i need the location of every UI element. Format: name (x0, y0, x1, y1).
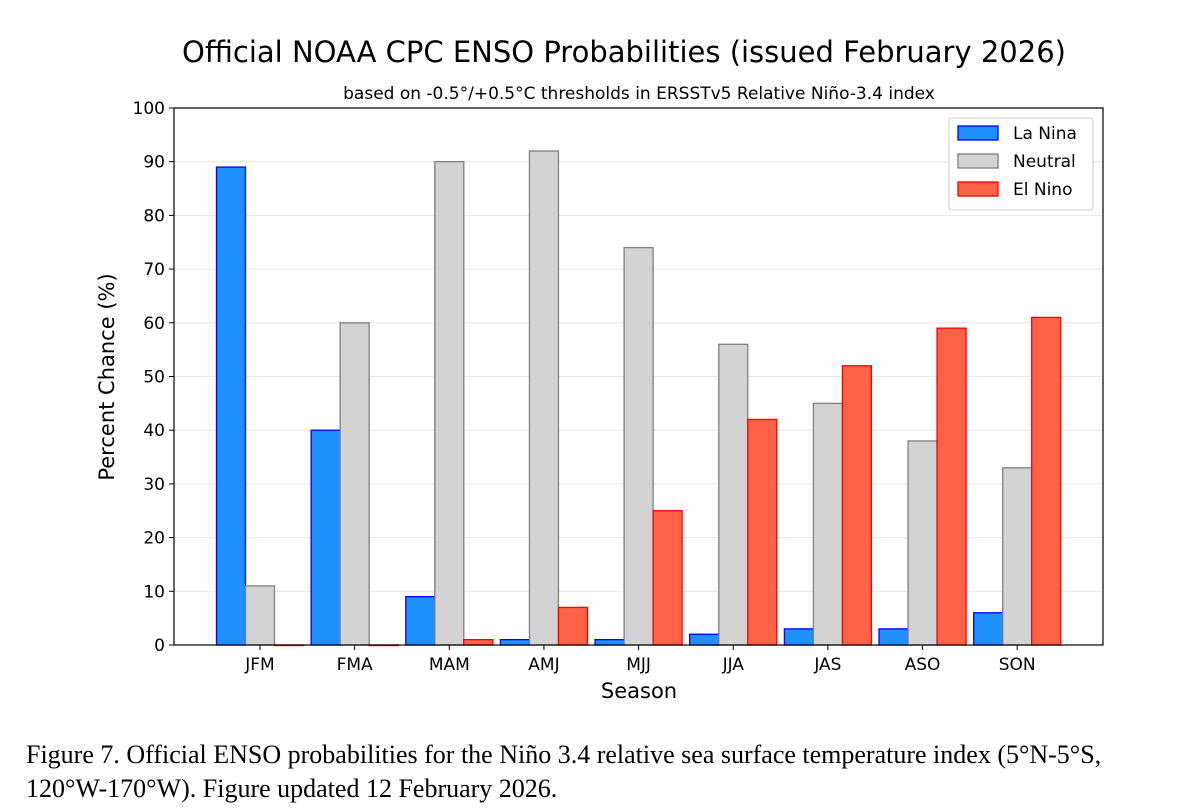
y-tick-label: 30 (143, 475, 165, 495)
y-axis-label: Percent Chance (%) (95, 273, 119, 480)
legend-swatch (957, 153, 999, 169)
y-tick-label: 50 (143, 368, 165, 388)
x-tick-label: SON (999, 655, 1036, 675)
legend-swatch (957, 181, 999, 197)
legend: La Nina Neutral El Nino (948, 117, 1094, 211)
y-tick-label: 90 (143, 153, 165, 173)
bar-neutral-mam (434, 161, 465, 646)
x-tick-label: MJJ (626, 655, 651, 675)
enso-probability-chart: Official NOAA CPC ENSO Probabilities (is… (95, 35, 1104, 703)
bar-la-nina-amj (499, 638, 531, 646)
legend-swatch (957, 125, 999, 141)
bar-el-nino-mjj (652, 510, 683, 646)
y-tick-label: 40 (143, 421, 165, 441)
x-axis-label: Season (601, 679, 677, 703)
y-tick-label: 0 (154, 636, 165, 656)
bar-neutral-amj (528, 150, 560, 646)
y-tick-label: 60 (143, 314, 165, 334)
bar-la-nina-mjj (594, 638, 625, 646)
bar-la-nina-aso (878, 628, 909, 646)
bar-neutral-aso (907, 440, 938, 646)
figure-caption: Figure 7. Official ENSO probabilities fo… (26, 740, 1102, 803)
y-tick-label: 100 (133, 99, 165, 119)
y-tick-label: 10 (143, 582, 165, 602)
x-tick-label: AMJ (528, 655, 559, 675)
bar-neutral-jas (812, 402, 844, 646)
bar-la-nina-jja (689, 633, 720, 646)
bar-la-nina-jfm (215, 166, 247, 646)
bar-la-nina-mam (405, 596, 436, 646)
legend-label: Neutral (1013, 152, 1076, 172)
chart-title: Official NOAA CPC ENSO Probabilities (is… (182, 35, 1066, 69)
bar-neutral-jfm (244, 585, 276, 646)
bar-el-nino-son (1031, 316, 1062, 646)
bar-la-nina-fma (310, 429, 341, 646)
x-tick-label: FMA (337, 655, 373, 675)
y-tick-label: 20 (143, 529, 165, 549)
x-tick-label: JAS (813, 655, 841, 675)
x-tick-label: JJA (722, 655, 745, 675)
x-tick-label: MAM (429, 655, 470, 675)
bar-la-nina-jas (783, 628, 815, 646)
bar-neutral-son (1002, 467, 1033, 646)
bar-neutral-fma (339, 322, 370, 646)
x-tick-label: ASO (905, 655, 941, 675)
bar-neutral-mjj (623, 246, 654, 646)
x-tick-label: JFM (244, 655, 274, 675)
chart-subtitle: based on -0.5°/+0.5°C thresholds in ERSS… (343, 84, 935, 104)
legend-label: La Nina (1013, 124, 1077, 144)
bar-el-nino-mam (463, 638, 494, 646)
bar-la-nina-son (973, 612, 1004, 646)
legend-label: El Nino (1013, 180, 1072, 200)
y-tick-label: 70 (143, 260, 165, 280)
bar-el-nino-jja (747, 418, 778, 646)
y-tick-label: 80 (143, 206, 165, 226)
bar-el-nino-amj (557, 606, 589, 646)
bar-el-nino-aso (936, 327, 967, 646)
bar-el-nino-jas (841, 365, 873, 646)
bar-neutral-jja (718, 343, 749, 646)
